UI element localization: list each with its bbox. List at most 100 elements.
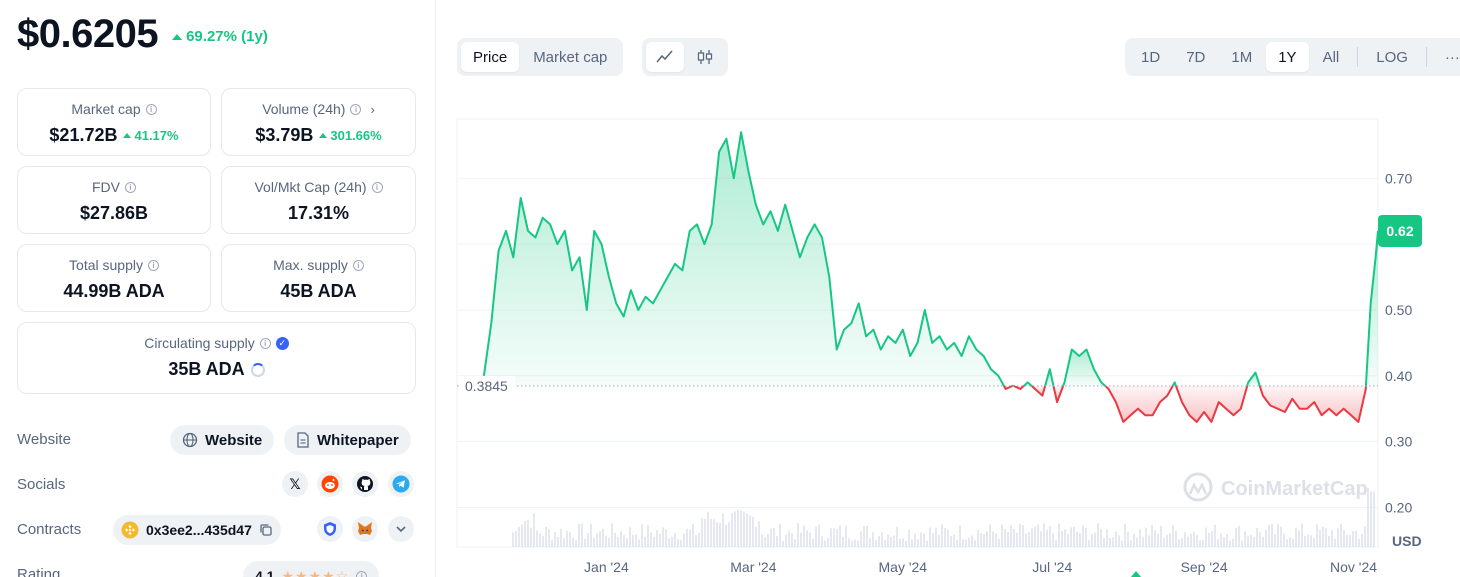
document-icon	[297, 432, 309, 448]
metamask-icon[interactable]	[352, 516, 378, 542]
line-segment-down	[1175, 385, 1249, 423]
volume-bar	[1088, 540, 1090, 547]
line-chart-icon	[656, 50, 673, 63]
copy-icon[interactable]	[259, 523, 273, 537]
volume-bar	[1229, 540, 1231, 547]
volume-bar	[644, 536, 646, 547]
x-tick-label: May '24	[879, 559, 928, 575]
chevron-down-icon[interactable]	[388, 516, 414, 542]
area-below-ref	[1259, 386, 1366, 422]
volume-bar	[860, 531, 862, 547]
volume-bar	[1238, 525, 1240, 547]
volume-bar	[590, 523, 592, 547]
price-lines	[482, 131, 1379, 423]
website-button[interactable]: Website	[170, 425, 275, 455]
reddit-icon[interactable]	[317, 471, 343, 497]
volume-bar	[1364, 526, 1366, 547]
star-rating-icon: ★★★★☆	[281, 567, 350, 577]
volume-bar	[566, 530, 568, 547]
line-segment-down	[1104, 385, 1174, 423]
volume-bar	[1040, 531, 1042, 547]
volume-bar	[959, 525, 961, 547]
volume-bar	[608, 537, 610, 547]
volume-bar	[833, 528, 835, 547]
area-below-ref	[1176, 386, 1248, 422]
volume-bar	[611, 523, 613, 547]
market-cap-change: 41.17%	[123, 128, 179, 143]
volume-bar	[788, 530, 790, 547]
volume-bar	[899, 538, 901, 547]
volume-bar	[1037, 524, 1039, 547]
volume-bar	[839, 525, 841, 547]
log-scale-button[interactable]: LOG	[1376, 48, 1408, 66]
volume-bar	[1325, 528, 1327, 547]
volume-bar	[680, 540, 682, 547]
area-below-ref	[1105, 386, 1173, 422]
volume-bar	[770, 528, 772, 547]
tab-price[interactable]: Price	[461, 42, 520, 72]
volume-bar	[1112, 537, 1114, 547]
volume-bar	[533, 513, 535, 547]
range-7d[interactable]: 7D	[1186, 48, 1206, 66]
volume-bar	[659, 533, 661, 547]
volume-bar	[1154, 530, 1156, 547]
info-icon[interactable]: i	[145, 103, 157, 115]
area-above-ref	[1063, 349, 1106, 386]
contract-address-chip[interactable]: 0x3ee2...435d47	[113, 515, 281, 545]
tab-market-cap[interactable]: Market cap	[533, 48, 608, 66]
chevron-right-icon[interactable]: ›	[370, 101, 375, 117]
range-1m[interactable]: 1M	[1231, 48, 1253, 66]
range-1d[interactable]: 1D	[1141, 48, 1161, 66]
volume-bar	[968, 537, 970, 547]
volume-card[interactable]: Volume (24h) i › $3.79B 301.66%	[221, 88, 416, 156]
info-icon[interactable]: i	[125, 181, 136, 193]
volume-bar	[1256, 527, 1258, 547]
fdv-value: $27.86B	[79, 203, 149, 223]
info-icon[interactable]: i	[352, 259, 364, 271]
volume-bar	[752, 517, 754, 547]
caret-up-icon	[172, 33, 183, 40]
range-1y[interactable]: 1Y	[1266, 42, 1309, 72]
volume-bar	[1175, 530, 1177, 547]
volume-bar	[797, 523, 799, 547]
volume-bar	[1307, 534, 1309, 547]
volume-bar	[578, 524, 580, 547]
info-icon[interactable]: i	[350, 103, 362, 115]
volume-bar	[542, 535, 544, 547]
volume-bar	[992, 531, 994, 547]
rating-chip[interactable]: 4.1 ★★★★☆ i	[243, 561, 380, 577]
market-cap-card[interactable]: Market cap i $21.72B 41.17%	[17, 88, 211, 156]
range-toggle: 1D 7D 1M 1Y All LOG ···	[1125, 38, 1460, 76]
volume-bar	[575, 540, 577, 547]
whitepaper-button[interactable]: Whitepaper	[284, 425, 411, 455]
candlestick-button[interactable]	[686, 42, 724, 72]
line-chart-button[interactable]	[646, 42, 684, 72]
info-icon[interactable]: i	[259, 337, 271, 349]
y-tick-label: 0.20	[1385, 499, 1412, 515]
volume-bar	[689, 529, 691, 547]
chart-grid	[456, 118, 1379, 548]
more-options-button[interactable]: ···	[1444, 48, 1460, 66]
watermark-logo-mark	[1188, 482, 1208, 495]
info-icon[interactable]: i	[371, 181, 383, 193]
volume-bar	[638, 539, 640, 547]
market-cap-change-value: 41.17%	[134, 128, 179, 143]
x-icon[interactable]: 𝕏	[282, 471, 308, 497]
info-icon[interactable]: i	[147, 259, 159, 271]
shield-icon[interactable]	[317, 516, 343, 542]
volume-bar	[755, 526, 757, 547]
line-segment-up	[1044, 368, 1055, 387]
volume-bar	[1226, 533, 1228, 547]
volume-bar	[893, 535, 895, 547]
website-label: Website	[17, 431, 71, 448]
info-icon[interactable]: i	[356, 570, 368, 577]
range-all[interactable]: All	[1322, 48, 1340, 66]
reference-label-bg	[459, 376, 515, 397]
fdv-label-row: FDV i	[18, 179, 210, 195]
line-segment-down	[1013, 385, 1025, 390]
chart-type-toggle	[642, 38, 728, 76]
volume-bar	[809, 532, 811, 547]
github-icon[interactable]	[352, 471, 378, 497]
volume-bar	[1295, 527, 1297, 547]
telegram-icon[interactable]	[388, 471, 414, 497]
